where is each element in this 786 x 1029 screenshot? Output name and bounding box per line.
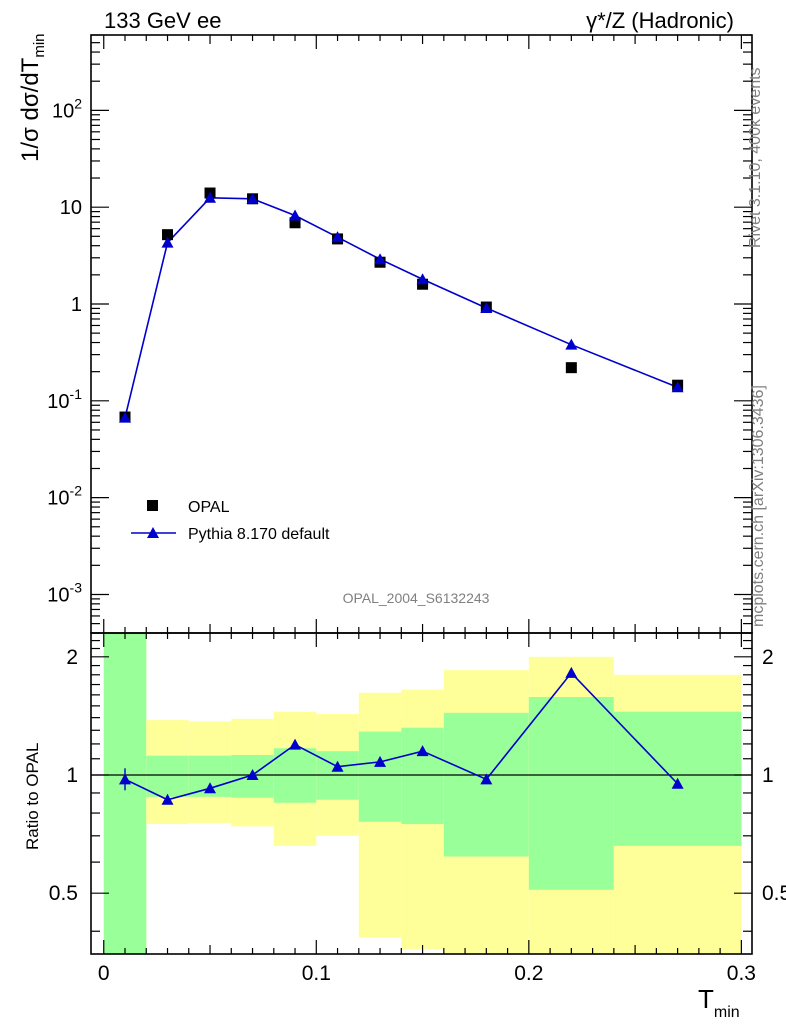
data-point: [565, 362, 577, 374]
y-tick-label-ratio-right: 2: [762, 646, 774, 669]
y-tick-label-main: 102: [52, 95, 82, 122]
mc-point: [565, 338, 578, 350]
header-left: 133 GeV ee: [104, 8, 221, 33]
ratio-point: [161, 793, 174, 805]
x-tick-label: 0.3: [727, 962, 756, 985]
mcplots-label: mcplots.cern.ch [arXiv:1306.3436]: [750, 385, 767, 627]
mc-point: [671, 381, 684, 393]
mc-point: [480, 301, 493, 313]
mc-point: [331, 231, 344, 243]
x-tick-label: 0.1: [302, 962, 331, 985]
ratio-point: [289, 738, 302, 750]
legend: OPAL Pythia 8.170 default: [131, 499, 330, 543]
legend-mc-label: Pythia 8.170 default: [188, 526, 330, 543]
mc-point: [374, 253, 387, 265]
main-ylabel: 1/σ dσ/dTmin: [17, 33, 48, 162]
ratio-point: [480, 773, 493, 785]
mc-point: [416, 273, 429, 285]
y-tick-label-main: 1: [71, 294, 82, 316]
y-tick-label-ratio-left: 0.5: [49, 882, 78, 905]
ratio-point: [374, 755, 387, 767]
y-tick-label-ratio-left: 2: [66, 646, 78, 669]
y-tick-label-main: 10-3: [47, 579, 82, 606]
ratio-point: [565, 666, 578, 678]
mc-point: [289, 209, 302, 221]
ratio-point: [331, 760, 344, 772]
y-tick-label-main: 10: [60, 197, 82, 219]
y-tick-label-ratio-right: 1: [762, 764, 774, 787]
legend-data-label: OPAL: [188, 499, 230, 516]
legend-data-marker: [147, 500, 158, 511]
ratio-point: [246, 769, 259, 781]
ratio-point: [416, 745, 429, 757]
y-tick-label-main: 10-2: [47, 483, 82, 510]
ratio-band-inner: [146, 755, 189, 797]
axis-ticks: 0 0.1 0.2 0.3 10-3 10-2 10-1 1 10 102 0.5 0.5 1 1 2 2: [47, 34, 786, 985]
ratio-band-inner: [443, 712, 529, 857]
ratio-point: [204, 782, 217, 794]
x-tick-label: 0: [98, 962, 110, 985]
xlabel: Tmin: [698, 984, 740, 1021]
ratio-band-inner: [528, 697, 614, 890]
mc-point: [246, 192, 259, 204]
y-tick-label-ratio-left: 1: [66, 764, 78, 787]
mc-point: [161, 236, 174, 248]
data-point: [289, 217, 301, 229]
legend-mc-marker: [147, 527, 159, 538]
analysis-watermark: OPAL_2004_S6132243: [343, 590, 490, 606]
mc-line: [124, 196, 678, 418]
x-tick-label: 0.2: [514, 962, 543, 985]
y-tick-label-main: 10-1: [47, 386, 82, 413]
ratio-bands: [103, 633, 742, 954]
chart-marks: [91, 187, 752, 805]
y-tick-label-ratio-right: 0.5: [762, 882, 786, 905]
ratio-point: [671, 777, 684, 789]
main-plot-frame: [90, 34, 753, 634]
ratio-band-inner: [401, 727, 444, 825]
data-point: [162, 229, 174, 241]
rivet-label: Rivet 3.1.10, 400k events: [747, 67, 764, 248]
mc-point: [204, 191, 217, 203]
ratio-band-inner: [103, 633, 147, 954]
mc-point: [119, 411, 132, 423]
ratio-band-inner: [358, 731, 402, 822]
ratio-ylabel: Ratio to OPAL: [23, 743, 42, 850]
header-right: γ*/Z (Hadronic): [586, 8, 734, 33]
